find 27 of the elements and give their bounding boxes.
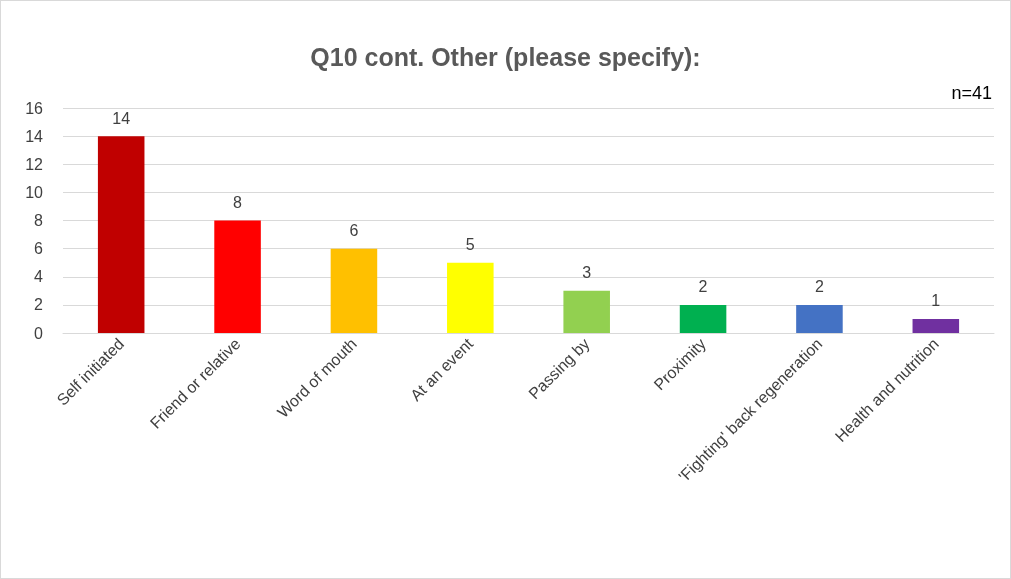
y-tick-label: 4 <box>34 268 44 286</box>
bar <box>563 290 610 333</box>
y-tick-label: 0 <box>34 324 44 342</box>
y-tick-label: 10 <box>25 183 44 201</box>
data-label: 5 <box>465 236 475 254</box>
data-label: 6 <box>349 222 359 240</box>
y-tick-label: 2 <box>34 296 44 314</box>
bar <box>330 248 378 333</box>
y-tick-label: 6 <box>34 240 44 258</box>
y-tick-label: 12 <box>25 155 44 173</box>
text: n=41 <box>951 83 992 103</box>
bar <box>679 304 727 333</box>
y-tick-label: 14 <box>25 127 44 145</box>
data-label: 14 <box>112 109 131 127</box>
bar <box>214 220 261 333</box>
bar <box>447 262 494 333</box>
data-label: 2 <box>698 278 708 296</box>
bar <box>912 318 960 333</box>
data-label: 2 <box>814 278 824 296</box>
data-label: 8 <box>233 194 243 211</box>
y-tick-label: 16 <box>25 99 44 117</box>
chart-title: Q10 cont. Other (please specify): <box>310 42 701 71</box>
y-tick-label: 8 <box>34 212 44 229</box>
data-label: 1 <box>931 292 941 310</box>
bar <box>97 136 145 333</box>
data-label: 3 <box>582 264 592 282</box>
bar <box>796 304 843 333</box>
